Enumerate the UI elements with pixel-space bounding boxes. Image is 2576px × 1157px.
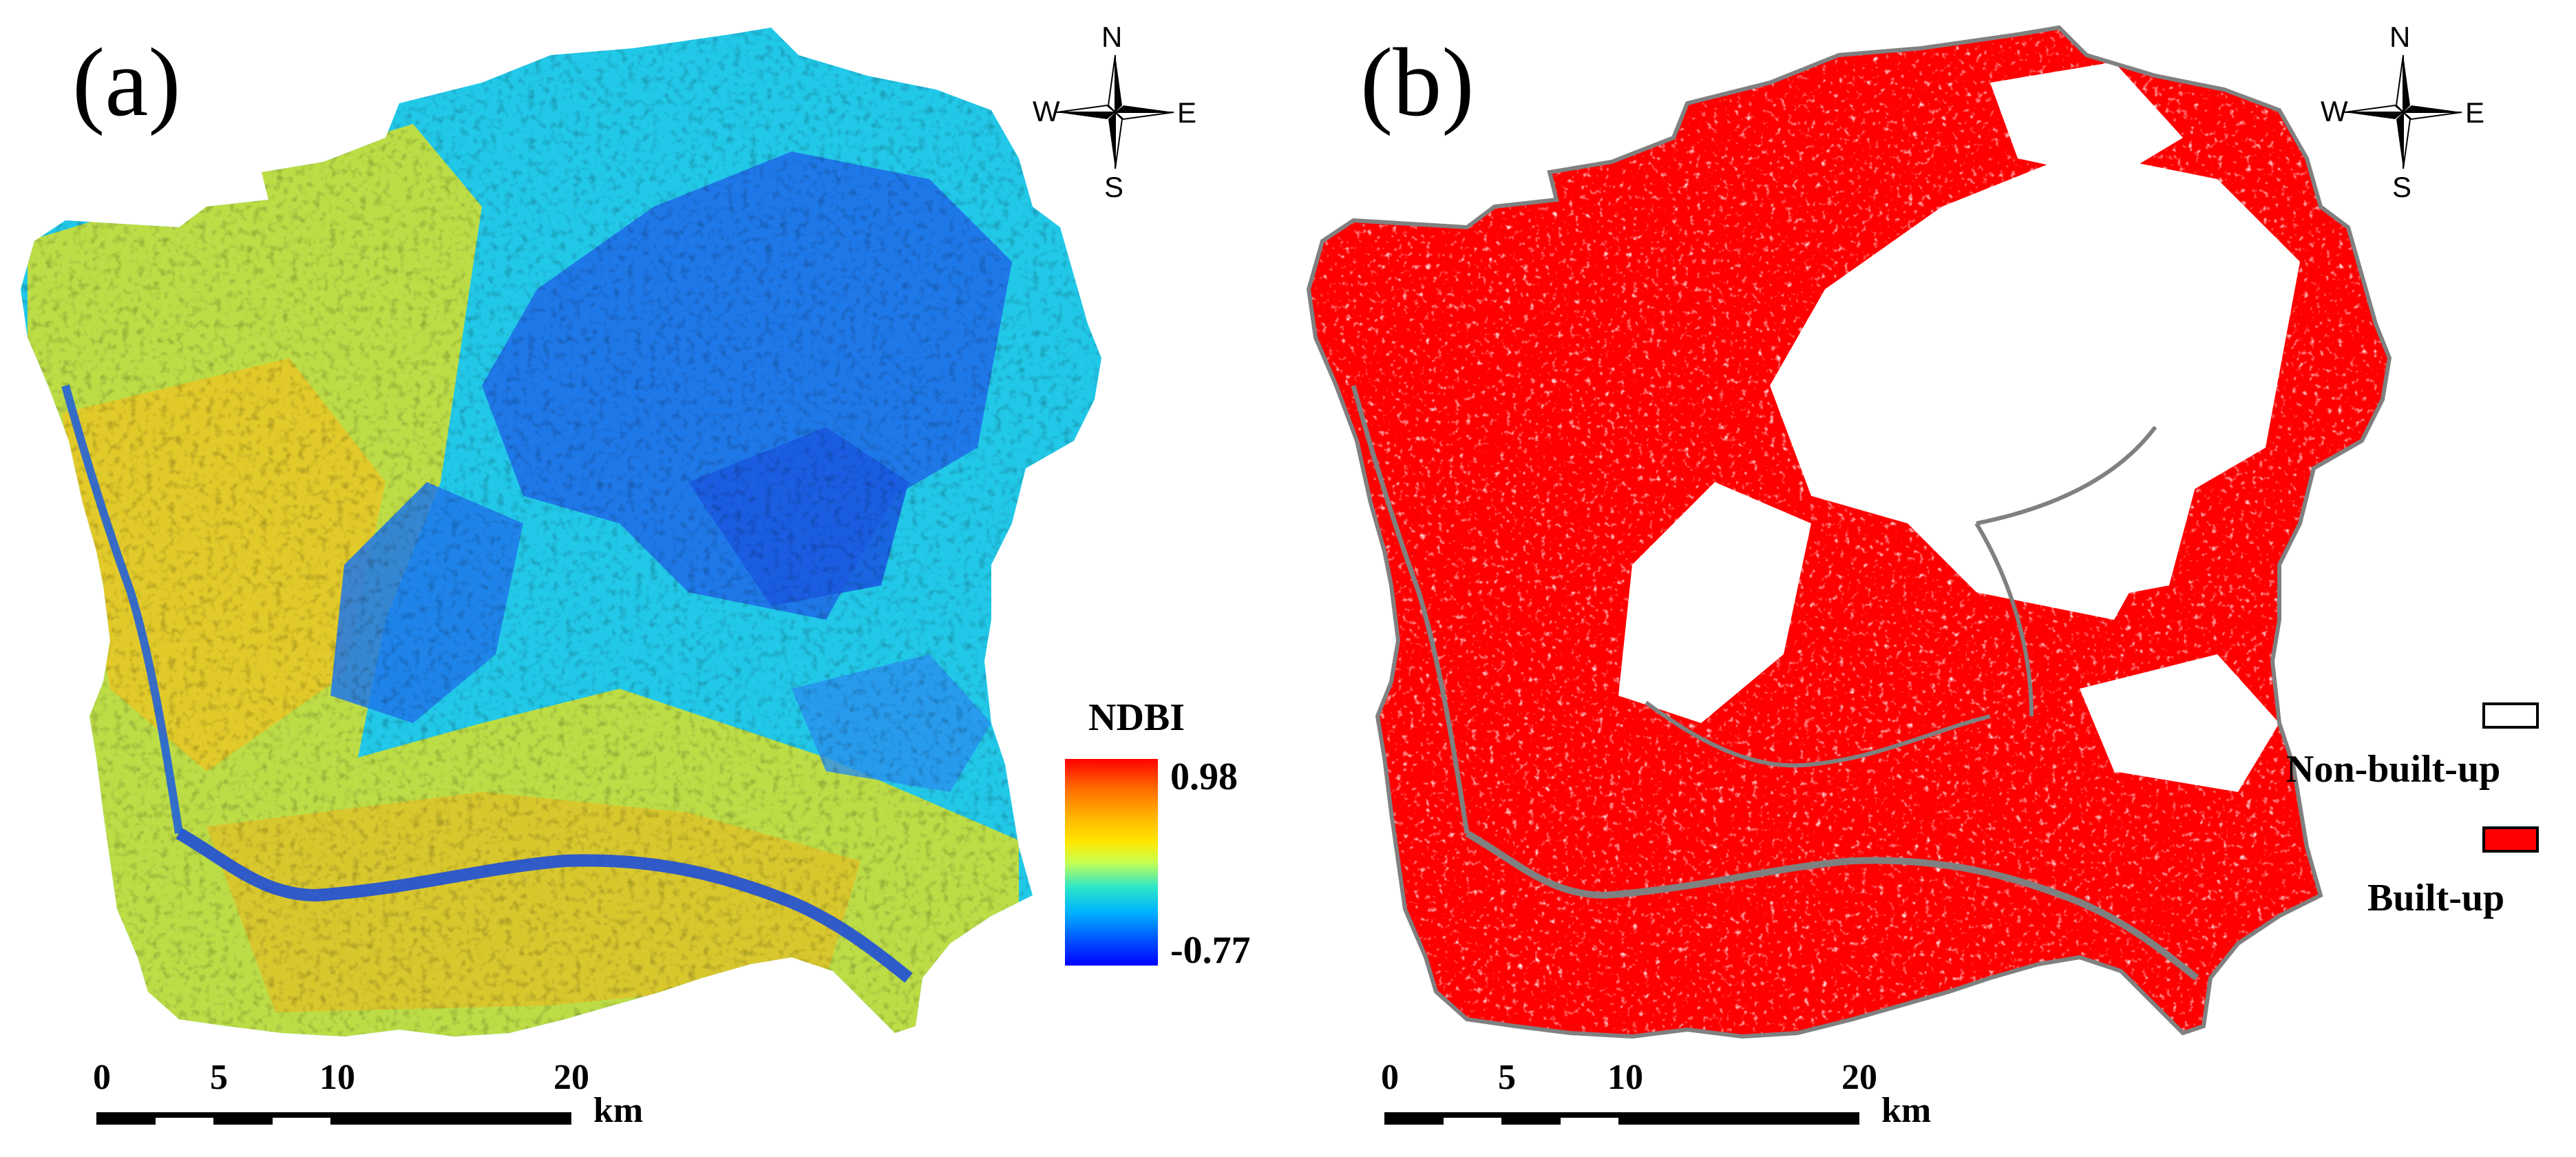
- scale-tick-label: 5: [210, 1058, 228, 1097]
- non-built-up-label: Non-built-up: [2286, 748, 2501, 791]
- scale-tick-label: 20: [553, 1058, 589, 1097]
- ndbi-legend: NDBI 0.98 -0.77: [1057, 696, 1277, 985]
- north-arrow-compass: N S W E: [1033, 21, 1198, 203]
- scale-bar-segment: [1561, 1118, 1618, 1125]
- scale-bar: 0 5 10 20 km: [1381, 1057, 1963, 1140]
- scale-bar-segment: [156, 1118, 213, 1125]
- scale-unit-label: km: [593, 1091, 644, 1130]
- scale-tick-label: 5: [1498, 1058, 1516, 1097]
- panel-label: (a): [72, 28, 181, 136]
- ndbi-map: [21, 28, 1101, 1036]
- scale-bar-segment: [1444, 1118, 1501, 1125]
- compass-north-label: N: [1101, 21, 1123, 53]
- scale-tick-label: 0: [93, 1058, 111, 1097]
- scale-tick-label: 10: [319, 1058, 355, 1097]
- panel-a: (a) N: [21, 21, 1277, 1140]
- non-built-up-swatch: [2482, 702, 2539, 729]
- built-up-swatch: [2482, 826, 2539, 853]
- compass-east-label: E: [1177, 96, 1197, 129]
- color-ramp: [1065, 759, 1158, 966]
- legend-title: NDBI: [1088, 696, 1185, 739]
- scale-bar-segment: [273, 1118, 330, 1125]
- compass-west-label: W: [2321, 95, 2348, 127]
- scale-tick-label: 20: [1841, 1058, 1877, 1097]
- study-area-boundary: [1306, 25, 2392, 1039]
- built-up-legend: Non-built-up Built-up: [2286, 696, 2575, 944]
- compass-south-label: S: [2392, 171, 2412, 203]
- scale-bar: 0 5 10 20 km: [93, 1057, 675, 1140]
- panel-label: (b): [1360, 28, 1475, 136]
- scale-tick-label: 0: [1381, 1058, 1399, 1097]
- legend-max-value: 0.98: [1170, 755, 1238, 798]
- compass-rose-icon: [1056, 54, 1174, 169]
- legend-min-value: -0.77: [1170, 929, 1251, 972]
- compass-east-label: E: [2465, 96, 2485, 129]
- compass-rose-icon: [2344, 54, 2462, 169]
- panel-b: (b) N: [1288, 0, 2576, 1157]
- compass-south-label: S: [1104, 171, 1124, 203]
- built-up-map: [1306, 25, 2392, 1039]
- scale-tick-label: 10: [1607, 1058, 1643, 1097]
- compass-west-label: W: [1033, 95, 1060, 127]
- north-arrow-compass: N S W E: [2321, 21, 2486, 203]
- scale-bar-graphic: [1384, 1112, 1859, 1125]
- built-up-label: Built-up: [2367, 877, 2505, 919]
- scale-bar-graphic: [96, 1112, 571, 1125]
- scale-unit-label: km: [1881, 1091, 1932, 1130]
- compass-north-label: N: [2389, 21, 2411, 53]
